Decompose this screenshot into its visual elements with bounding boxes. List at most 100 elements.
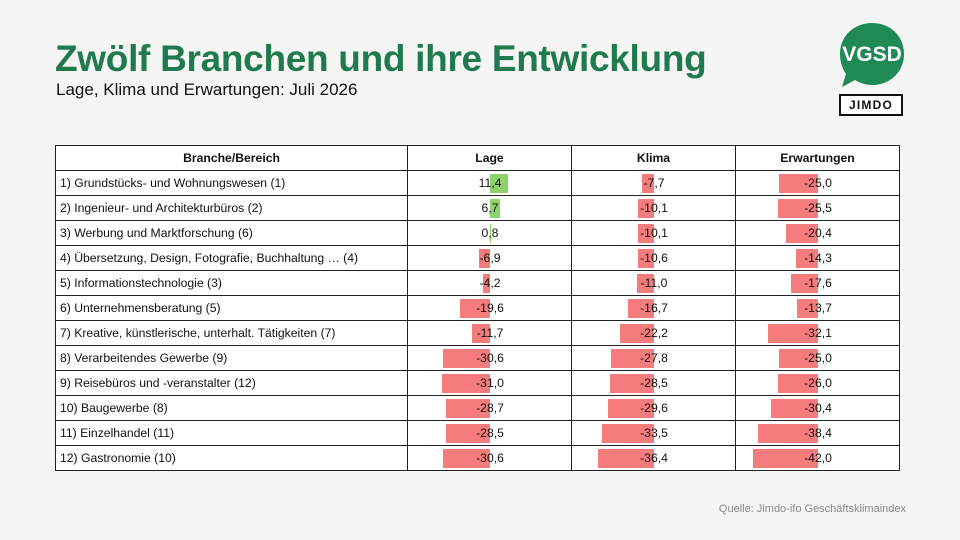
data-table: Branche/Bereich Lage Klima Erwartungen 1…: [55, 145, 900, 471]
klima-bar: [636, 274, 654, 293]
table-row: 5) Informationstechnologie (3) -4,2 -11,0 -…: [55, 270, 900, 296]
branche-label: 9) Reisebüros und -veranstalter (12): [55, 370, 408, 396]
vgsd-logo-text: VGSD: [842, 43, 902, 66]
lage-value: 11,4: [478, 176, 502, 190]
erwartungen-value: -17,6: [804, 276, 832, 290]
klima-cell: -33,5: [571, 420, 736, 446]
erwartungen-bar: [777, 374, 818, 393]
table-row: 11) Einzelhandel (11) -28,5 -33,5 -38,4: [55, 420, 900, 446]
branche-label: 1) Grundstücks- und Wohnungswesen (1): [55, 170, 408, 196]
klima-cell: -16,7: [571, 295, 736, 321]
lage-cell: -28,5: [407, 420, 572, 446]
erwartungen-cell: -20,4: [735, 220, 900, 246]
lage-value: 6,7: [481, 201, 499, 215]
erwartungen-value: -26,0: [804, 376, 832, 390]
lage-bar: [442, 449, 490, 468]
erwartungen-value: -32,1: [804, 326, 832, 340]
klima-cell: -10,1: [571, 195, 736, 221]
lage-value: -28,5: [476, 426, 504, 440]
lage-value: -11,7: [476, 326, 504, 340]
table-row: 7) Kreative, künstlerische, unterhalt. T…: [55, 320, 900, 346]
column-header-branche: Branche/Bereich: [55, 145, 408, 171]
klima-cell: -10,1: [571, 220, 736, 246]
erwartungen-value: -25,0: [804, 351, 832, 365]
erwartungen-bar: [768, 324, 818, 343]
erwartungen-cell: -25,0: [735, 345, 900, 371]
erwartungen-bar: [786, 224, 818, 243]
lage-value: -6,9: [479, 251, 501, 265]
column-header-lage: Lage: [407, 145, 572, 171]
klima-value: -29,6: [640, 401, 668, 415]
erwartungen-value: -14,3: [804, 251, 832, 265]
page-subtitle: Lage, Klima und Erwartungen: Juli 2026: [56, 80, 358, 99]
lage-cell: -28,7: [407, 395, 572, 421]
erwartungen-bar: [770, 399, 818, 418]
klima-cell: -10,6: [571, 245, 736, 271]
lage-cell: 0,8: [407, 220, 572, 246]
erwartungen-cell: -25,5: [735, 195, 900, 221]
lage-bar: [479, 249, 490, 268]
klima-value: -27,8: [640, 351, 668, 365]
branche-label: 6) Unternehmensberatung (5): [55, 295, 408, 321]
klima-bar: [608, 399, 654, 418]
table-header-row: Branche/Bereich Lage Klima Erwartungen: [55, 145, 900, 171]
erwartungen-cell: -26,0: [735, 370, 900, 396]
erwartungen-value: -25,0: [804, 176, 832, 190]
lage-value: -19,6: [476, 301, 504, 315]
erwartungen-value: -13,7: [804, 301, 832, 315]
branche-label: 7) Kreative, künstlerische, unterhalt. T…: [55, 320, 408, 346]
erwartungen-value: -20,4: [804, 226, 832, 240]
lage-bar: [442, 349, 490, 368]
klima-bar: [609, 374, 654, 393]
klima-bar: [638, 199, 654, 218]
jimdo-logo: JIMDO: [839, 94, 903, 116]
branche-label: 11) Einzelhandel (11): [55, 420, 408, 446]
erwartungen-bar: [796, 299, 818, 318]
klima-bar: [602, 424, 654, 443]
klima-value: -22,2: [640, 326, 668, 340]
table-row: 3) Werbung und Marktforschung (6) 0,8 -10,…: [55, 220, 900, 246]
klima-value: -28,5: [640, 376, 668, 390]
klima-value: -36,4: [640, 451, 668, 465]
erwartungen-cell: -38,4: [735, 420, 900, 446]
klima-cell: -29,6: [571, 395, 736, 421]
lage-value: -4,2: [479, 276, 501, 290]
klima-value: -33,5: [640, 426, 668, 440]
klima-bar: [642, 174, 654, 193]
table-row: 6) Unternehmensberatung (5) -19,6 -16,7 -13…: [55, 295, 900, 321]
lage-bar: [471, 324, 490, 343]
lage-bar: [490, 199, 501, 218]
lage-cell: 6,7: [407, 195, 572, 221]
erwartungen-value: -30,4: [804, 401, 832, 415]
lage-value: -28,7: [476, 401, 504, 415]
table-row: 1) Grundstücks- und Wohnungswesen (1) 11,…: [55, 170, 900, 196]
lage-cell: 11,4: [407, 170, 572, 196]
erwartungen-value: -25,5: [804, 201, 832, 215]
erwartungen-bar: [778, 199, 818, 218]
lage-bar: [445, 424, 490, 443]
table-row: 9) Reisebüros und -veranstalter (12) -31,…: [55, 370, 900, 396]
erwartungen-bar: [752, 449, 818, 468]
klima-cell: -28,5: [571, 370, 736, 396]
source-note: Quelle: Jimdo-ifo Geschäftsklimaindex: [718, 503, 906, 515]
erwartungen-bar: [779, 174, 818, 193]
column-header-erwartungen: Erwartungen: [735, 145, 900, 171]
lage-value: -30,6: [476, 451, 504, 465]
klima-bar: [619, 324, 654, 343]
lage-bar: [483, 274, 490, 293]
erwartungen-value: -38,4: [804, 426, 832, 440]
lage-bar: [441, 374, 490, 393]
branche-label: 3) Werbung und Marktforschung (6): [55, 220, 408, 246]
klima-bar: [638, 224, 654, 243]
klima-bar: [597, 449, 654, 468]
klima-value: -11,0: [640, 276, 668, 290]
page-title: Zwölf Branchen und ihre Entwicklung: [55, 38, 707, 79]
table-body: 1) Grundstücks- und Wohnungswesen (1) 11,…: [55, 170, 900, 471]
lage-bar: [459, 299, 490, 318]
erwartungen-cell: -14,3: [735, 245, 900, 271]
erwartungen-bar: [790, 274, 818, 293]
table-row: 8) Verarbeitendes Gewerbe (9) -30,6 -27,8 -…: [55, 345, 900, 371]
erwartungen-bar: [758, 424, 818, 443]
branche-label: 10) Baugewerbe (8): [55, 395, 408, 421]
lage-cell: -6,9: [407, 245, 572, 271]
